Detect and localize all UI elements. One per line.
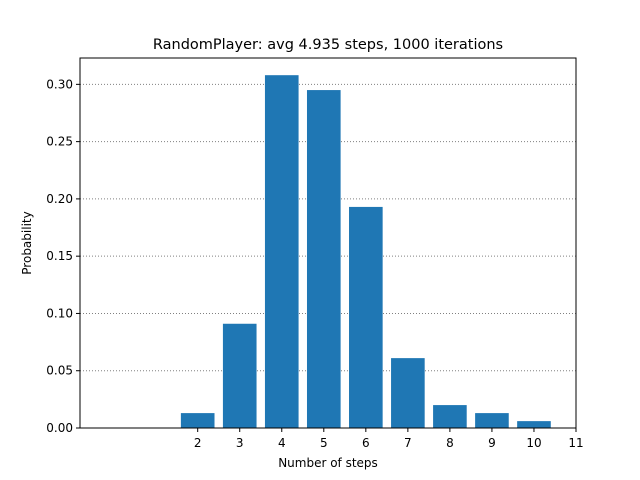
bar-9 <box>475 413 509 428</box>
y-axis-ticks: 0.00 0.05 0.10 0.15 0.20 0.25 0.30 <box>46 77 80 435</box>
bar-4 <box>264 75 299 428</box>
bar-7 <box>391 358 425 428</box>
x-tick-label: 2 <box>194 436 202 450</box>
x-tick-label: 10 <box>526 436 541 450</box>
x-tick-label: 11 <box>568 436 583 450</box>
bar-3 <box>222 323 257 428</box>
bar-8 <box>433 405 467 428</box>
chart-title: RandomPlayer: avg 4.935 steps, 1000 iter… <box>153 37 503 53</box>
bars <box>180 75 551 428</box>
y-tick-label: 0.25 <box>46 135 73 149</box>
y-tick-label: 0.30 <box>46 77 73 91</box>
x-tick-label: 3 <box>236 436 244 450</box>
x-tick-label: 7 <box>404 436 412 450</box>
bar-5 <box>306 90 341 428</box>
y-tick-label: 0.10 <box>46 306 73 320</box>
x-tick-label: 5 <box>320 436 328 450</box>
x-tick-label: 4 <box>278 436 286 450</box>
bar-10 <box>517 421 551 428</box>
bar-2 <box>180 413 215 428</box>
y-tick-label: 0.20 <box>46 192 73 206</box>
y-tick-label: 0.15 <box>46 249 73 263</box>
plot-frame <box>79 57 577 429</box>
y-tick-label: 0.05 <box>46 364 73 378</box>
x-axis-ticks: 2 3 4 5 6 7 8 9 10 11 <box>194 428 584 450</box>
x-tick-label: 9 <box>488 436 496 450</box>
y-tick-label: 0.00 <box>46 421 73 435</box>
y-axis-label: Probability <box>20 211 34 274</box>
x-tick-label: 6 <box>362 436 370 450</box>
x-axis-label: Number of steps <box>278 456 378 470</box>
x-tick-label: 8 <box>446 436 454 450</box>
bar-6 <box>349 206 383 428</box>
